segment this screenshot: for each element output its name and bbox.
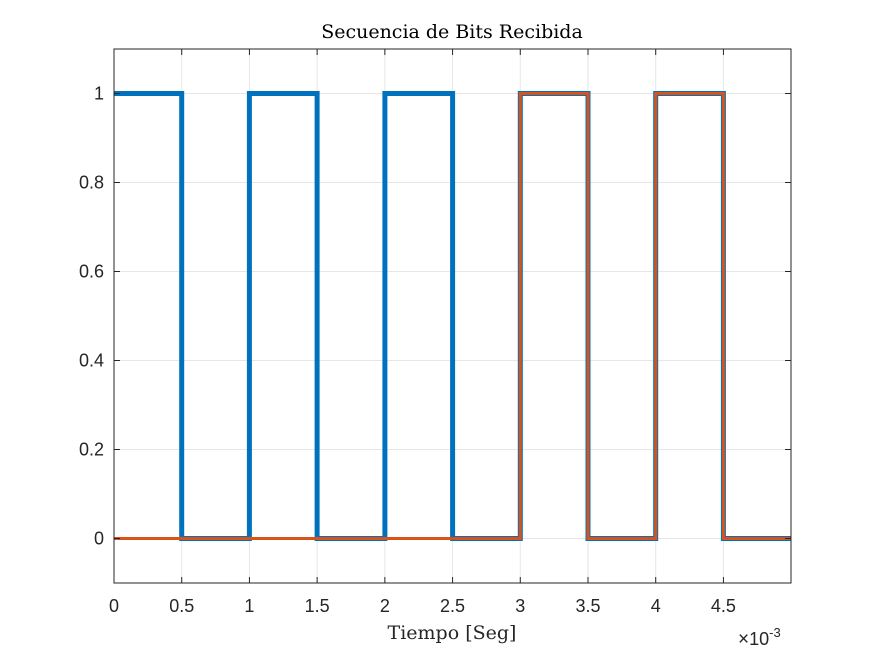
x-axis-exponent: ×10-3 bbox=[738, 625, 781, 650]
x-tick-label: 0 bbox=[109, 596, 119, 616]
exponent-times: × bbox=[738, 629, 749, 650]
x-axis-label: Tiempo [Seg] bbox=[388, 622, 517, 644]
x-tick-label: 4 bbox=[651, 596, 661, 616]
x-tick-label: 4.5 bbox=[711, 596, 736, 616]
x-tick-labels: 0 0.5 1 1.5 2 2.5 3 3.5 4 4.5 bbox=[109, 596, 736, 616]
x-tick-label: 2 bbox=[380, 596, 390, 616]
x-tick-label: 1 bbox=[244, 596, 254, 616]
y-tick-label: 0.6 bbox=[79, 262, 104, 282]
exponent-base: 10 bbox=[749, 629, 769, 649]
series-line-2 bbox=[114, 92, 791, 540]
y-tick-label: 0.4 bbox=[79, 351, 104, 371]
y-tick-label: 0.2 bbox=[79, 440, 104, 460]
y-tick-label: 0 bbox=[94, 529, 104, 549]
x-tick-label: 3.5 bbox=[575, 596, 600, 616]
series-layer bbox=[114, 91, 791, 541]
x-tick-label: 3 bbox=[515, 596, 525, 616]
x-tick-label: 0.5 bbox=[169, 596, 194, 616]
y-tick-label: 0.8 bbox=[79, 173, 104, 193]
exponent-power: -3 bbox=[769, 625, 781, 640]
y-tick-label: 1 bbox=[94, 84, 104, 104]
y-tick-labels: 0 0.2 0.4 0.6 0.8 1 bbox=[79, 84, 104, 549]
tick-marks bbox=[113, 49, 791, 583]
x-tick-label: 1.5 bbox=[305, 596, 330, 616]
chart-title: Secuencia de Bits Recibida bbox=[321, 21, 583, 43]
x-tick-label: 2.5 bbox=[440, 596, 465, 616]
